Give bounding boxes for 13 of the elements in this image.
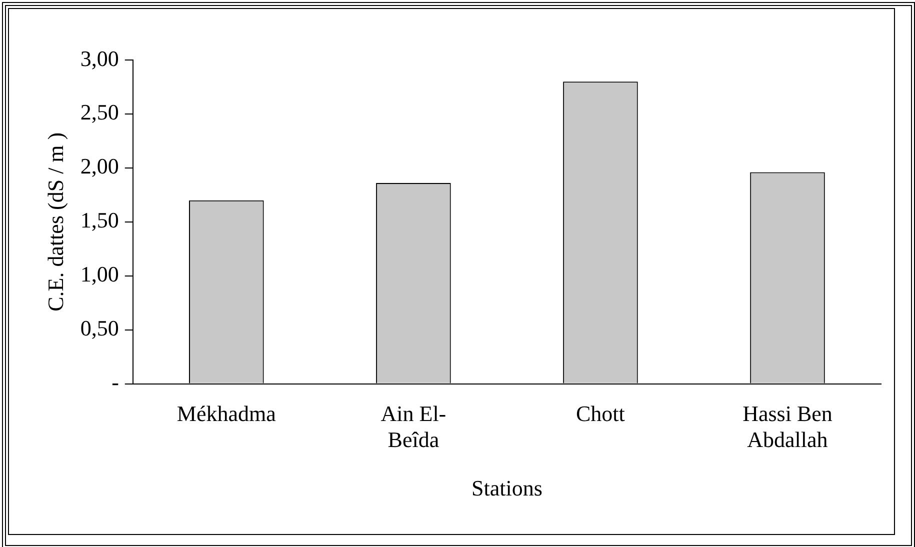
x-tick-label: Mékhadma [176,400,276,426]
y-tick-label: 1,50 [80,208,119,233]
y-tick-label: - [112,370,119,395]
x-tick-label: Chott [576,400,625,426]
y-tick-label: 3,00 [80,46,119,71]
x-tick-label: Ain El- Beîda [380,400,446,452]
y-tick-label: 0,50 [80,316,119,341]
y-axis-title: C.E. dattes (dS / m ) [42,132,68,312]
y-tick-label: 2,50 [80,100,119,125]
x-tick-label: Hassi Ben Abdallah [742,400,832,452]
y-tick-label: 2,00 [80,154,119,179]
x-axis-title: Stations [471,476,542,501]
y-tick-label: 1,00 [80,262,119,287]
